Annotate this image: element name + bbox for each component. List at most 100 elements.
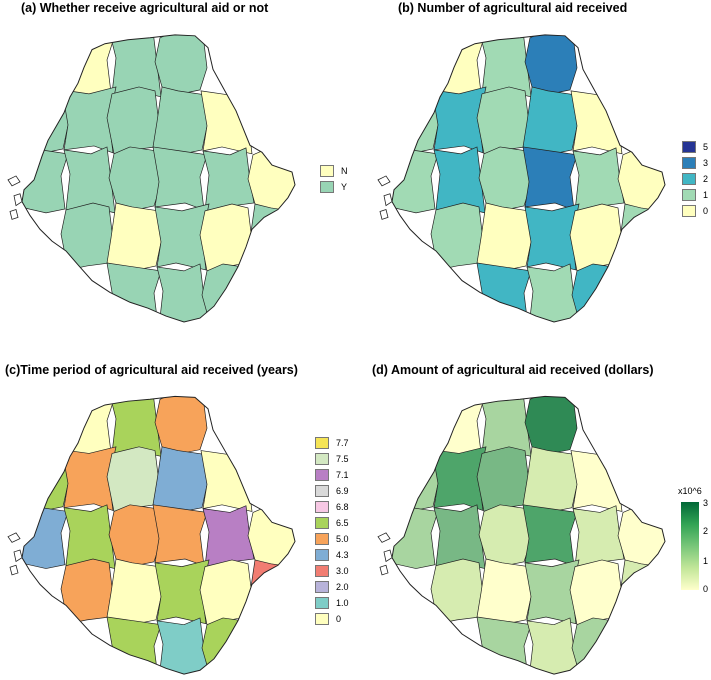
- legend-item: 5: [682, 141, 708, 153]
- district-region: [109, 34, 162, 98]
- district-region: [152, 86, 210, 155]
- legend-label: N: [341, 166, 348, 176]
- legend-label: Y: [341, 182, 348, 192]
- district-region: [154, 34, 208, 95]
- district-region: [572, 147, 625, 212]
- island-shape: [9, 564, 19, 576]
- legend-label: 7.7: [336, 438, 349, 448]
- district-region: [524, 559, 580, 625]
- colorbar-tick: 1: [703, 556, 709, 566]
- district-region: [200, 87, 256, 155]
- district-region: [433, 504, 486, 569]
- legend-item: 7.5: [315, 453, 349, 465]
- legend-label: 5.0: [336, 534, 349, 544]
- map-b: [377, 34, 666, 323]
- district-region: [22, 89, 71, 154]
- district-region: [522, 446, 580, 512]
- colorbar-tick: 3: [703, 498, 709, 508]
- district-region: [152, 446, 210, 512]
- legend-label: 2.0: [336, 582, 349, 592]
- island-shape: [9, 209, 19, 220]
- legend-swatch: [320, 165, 334, 177]
- legend-item: 0: [682, 205, 708, 217]
- legend-label: 4.3: [336, 550, 349, 560]
- district-region: [108, 146, 162, 211]
- legend-label: 2: [703, 174, 709, 184]
- island-shape: [379, 209, 389, 220]
- legend-label: 6.8: [336, 502, 349, 512]
- district-region: [569, 559, 623, 626]
- legend-item: Y: [320, 181, 347, 193]
- legend-item: 1: [682, 189, 708, 201]
- legend-item: 1.0: [315, 597, 349, 609]
- map-d: [377, 395, 666, 675]
- island-shape: [383, 549, 393, 563]
- district-region: [392, 449, 441, 511]
- district-region: [392, 89, 441, 154]
- country-border: [21, 34, 296, 323]
- legend-item: 7.1: [315, 469, 349, 481]
- colorbar-tick: 2: [703, 526, 709, 536]
- district-region: [108, 504, 162, 567]
- district-region: [202, 147, 255, 212]
- legend-swatch: [315, 533, 329, 545]
- legend-item: 5.0: [315, 533, 349, 545]
- legend-label: 3: [703, 158, 709, 168]
- island-shape: [7, 532, 21, 543]
- legend-item: 7.7: [315, 437, 349, 449]
- legend-item: 0: [315, 613, 341, 625]
- district-region: [61, 396, 115, 457]
- district-region: [431, 446, 487, 512]
- legend-label: 6.5: [336, 518, 349, 528]
- district-region: [22, 449, 71, 511]
- district-region: [522, 504, 578, 567]
- district-region: [569, 203, 623, 272]
- legend-item: N: [320, 165, 348, 177]
- legend-label: 7.5: [336, 454, 349, 464]
- district-region: [615, 559, 665, 625]
- district-region: [63, 146, 116, 214]
- panel-c-title: (c)Time period of agricultural aid recei…: [5, 363, 298, 377]
- country-border: [391, 395, 666, 675]
- district-region: [571, 263, 625, 323]
- island-shape: [383, 193, 393, 207]
- legend-swatch: [682, 205, 696, 217]
- district-region: [522, 86, 580, 155]
- legend-swatch: [682, 189, 696, 201]
- island-shape: [7, 175, 21, 187]
- legend-swatch: [315, 501, 329, 513]
- legend-label: 3.0: [336, 566, 349, 576]
- legend-item: 3: [682, 157, 708, 169]
- legend-swatch: [315, 437, 329, 449]
- island-shape: [377, 532, 391, 543]
- legend-item: 3.0: [315, 565, 349, 577]
- legend-swatch: [315, 581, 329, 593]
- district-region: [106, 202, 164, 271]
- legend-swatch: [682, 141, 696, 153]
- district-region: [570, 447, 626, 512]
- legend-item: 6.8: [315, 501, 349, 513]
- island-shape: [377, 175, 391, 187]
- legend-label: 7.1: [336, 470, 349, 480]
- district-region: [615, 203, 665, 272]
- district-region: [476, 558, 534, 625]
- district-region: [431, 86, 487, 154]
- legend-swatch: [682, 157, 696, 169]
- panel-d-title: (d) Amount of agricultural aid received …: [372, 363, 654, 377]
- colorbar: [681, 502, 699, 590]
- district-region: [61, 446, 117, 512]
- legend-label: 1.0: [336, 598, 349, 608]
- district-region: [479, 396, 532, 457]
- legend-label: 6.9: [336, 486, 349, 496]
- colorbar-title: x10^6: [678, 486, 702, 496]
- district-region: [524, 396, 578, 454]
- district-region: [476, 202, 534, 271]
- district-region: [524, 34, 578, 95]
- district-region: [617, 505, 665, 567]
- district-region: [152, 504, 208, 567]
- district-region: [245, 203, 295, 272]
- legend-label: 1: [703, 190, 709, 200]
- map-a: [7, 34, 296, 323]
- legend-label: 0: [703, 206, 709, 216]
